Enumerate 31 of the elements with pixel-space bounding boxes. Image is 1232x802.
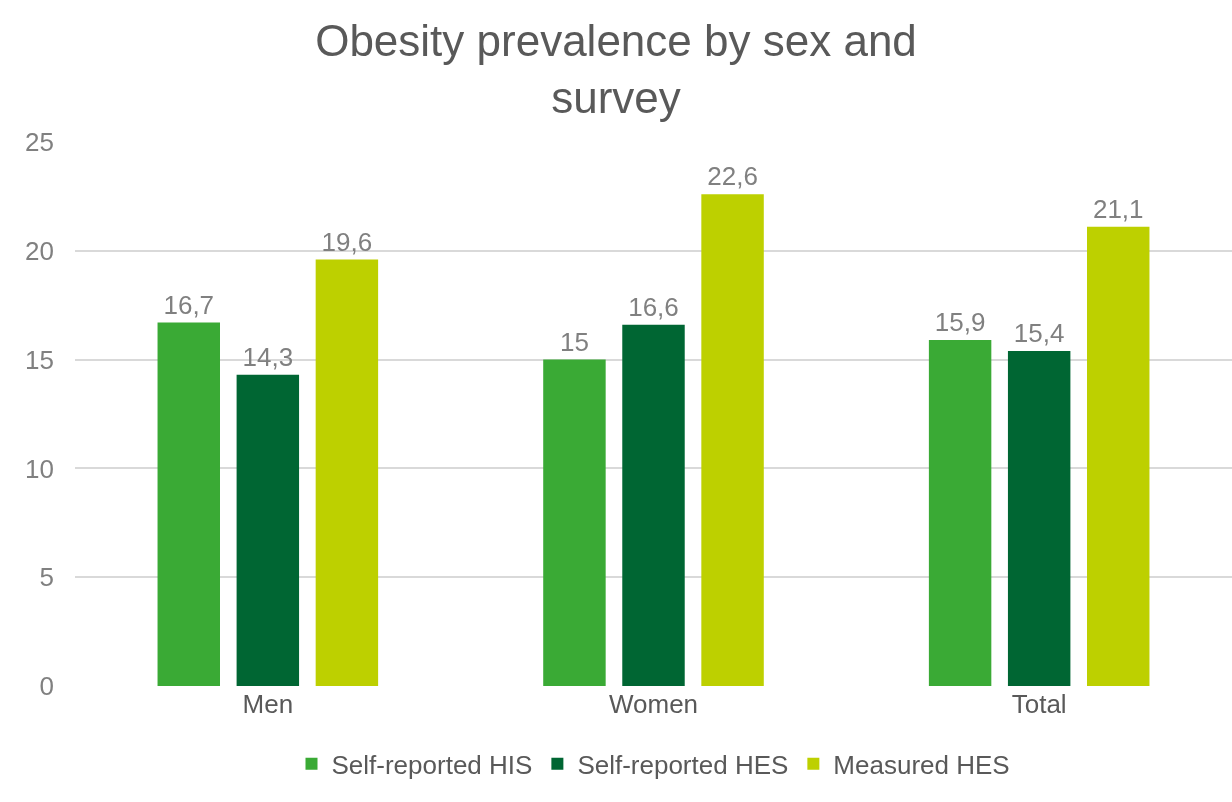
bar [1007,350,1071,686]
data-label: 15,9 [934,307,986,338]
y-tick-label: 25 [25,127,54,158]
legend-label: Self-reported HES [577,749,789,780]
y-tick-label: 0 [39,671,54,702]
data-label: 19,6 [321,226,373,257]
data-label: 16,7 [163,289,215,320]
data-label: 14,3 [242,341,294,372]
data-label: 21,1 [1092,193,1144,224]
y-tick-label: 15 [25,344,54,375]
x-tick-label: Total [1011,689,1067,719]
bar [157,322,220,686]
bar [622,324,685,686]
x-tick-label: Men [242,689,294,719]
data-label: 15,4 [1013,317,1065,348]
y-tick-label: 5 [39,562,54,593]
data-label: 22,6 [707,161,758,192]
data-label: 15 [559,326,589,357]
bar [315,259,379,686]
bar [928,340,992,686]
bar [543,359,606,686]
legend-label: Measured HES [833,749,1010,780]
data-label: 16,6 [628,291,679,322]
chart-title: Obesity prevalence by sex and survey [315,16,917,123]
bar [236,374,300,686]
y-tick-label: 10 [25,453,54,484]
bar [701,194,764,686]
legend-label: Self-reported HIS [331,749,533,780]
x-tick-label: Women [608,689,699,719]
bar [1087,226,1150,686]
y-tick-label: 20 [25,235,54,266]
